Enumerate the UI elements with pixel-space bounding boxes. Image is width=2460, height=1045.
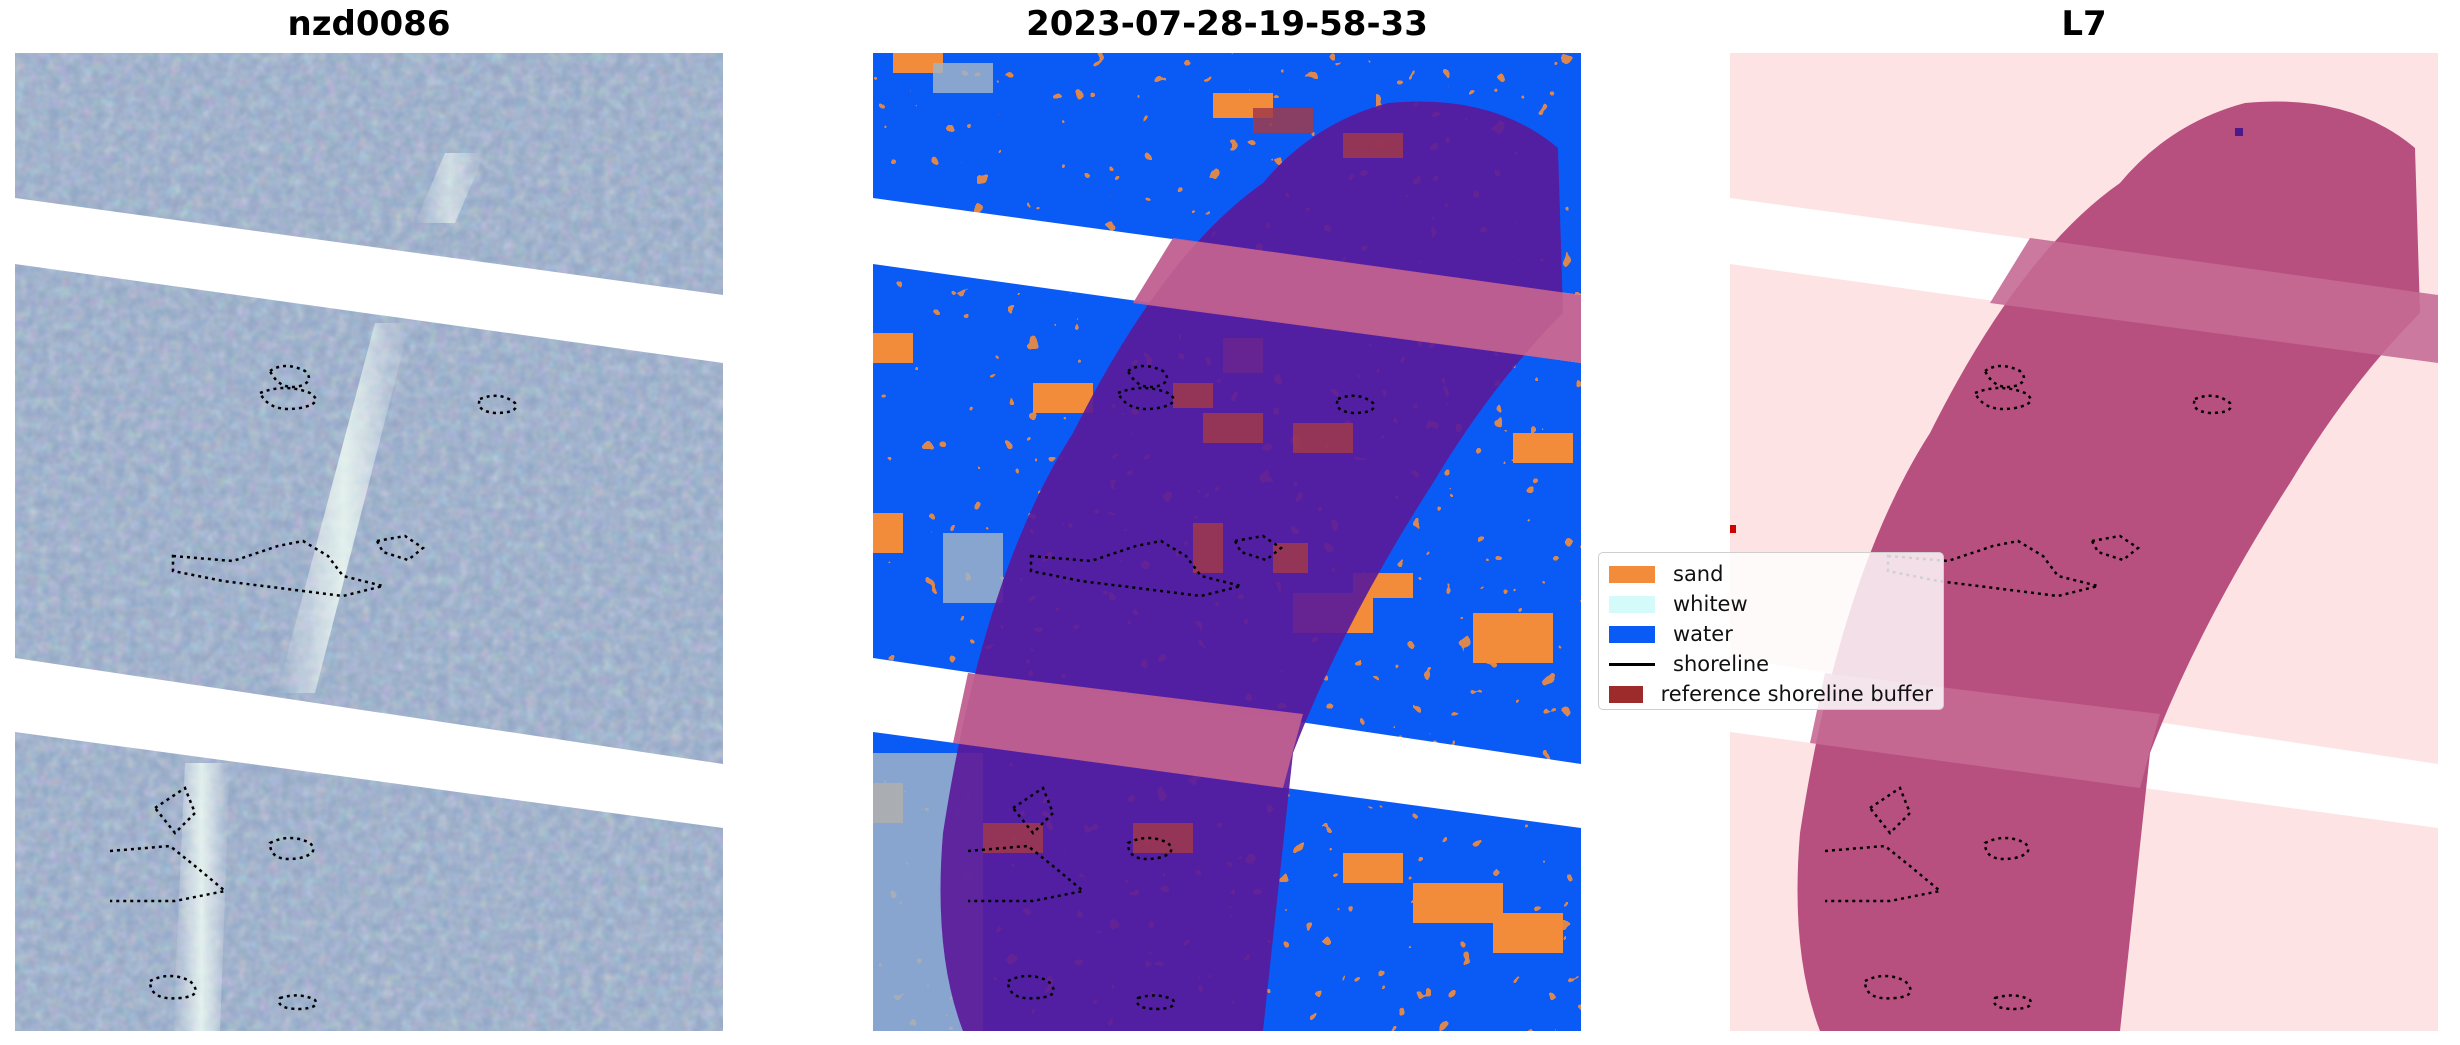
rgb-image-panel <box>15 53 723 1031</box>
l7-map <box>1730 53 2438 1031</box>
legend-swatch-buffer <box>1609 685 1643 703</box>
rgb-image <box>15 53 723 1031</box>
legend-label: sand <box>1673 562 1724 586</box>
nodata-band <box>15 198 723 363</box>
legend-item-whitewater: whitew <box>1609 589 1933 619</box>
legend-swatch-water <box>1609 625 1655 643</box>
classification-panel <box>873 53 1581 1031</box>
legend-item-water: water <box>1609 619 1933 649</box>
legend-label: reference shoreline buffer <box>1660 682 1933 706</box>
legend-label: shoreline <box>1673 652 1770 676</box>
l7-panel <box>1730 53 2438 1031</box>
legend-item-sand: sand <box>1609 559 1933 589</box>
legend-line-shoreline <box>1609 662 1655 666</box>
legend-swatch-sand <box>1609 565 1655 583</box>
legend-swatch-whitewater <box>1609 595 1655 613</box>
legend-item-reference-buffer: reference shoreline buffer <box>1609 679 1933 709</box>
legend-label: water <box>1673 622 1733 646</box>
panel-title-l7: L7 <box>2061 4 2107 44</box>
legend: sand whitew water shoreline reference sh… <box>1598 552 1944 710</box>
nodata-band <box>15 658 723 828</box>
legend-item-shoreline: shoreline <box>1609 649 1933 679</box>
classification-map <box>873 53 1581 1031</box>
panel-title-classification: 2023-07-28-19-58-33 <box>1026 4 1428 44</box>
reference-shoreline-outline <box>109 364 518 1011</box>
legend-label: whitew <box>1673 592 1748 616</box>
buffer-nodata-overlap <box>953 238 1581 788</box>
panel-title-rgb: nzd0086 <box>287 4 451 44</box>
